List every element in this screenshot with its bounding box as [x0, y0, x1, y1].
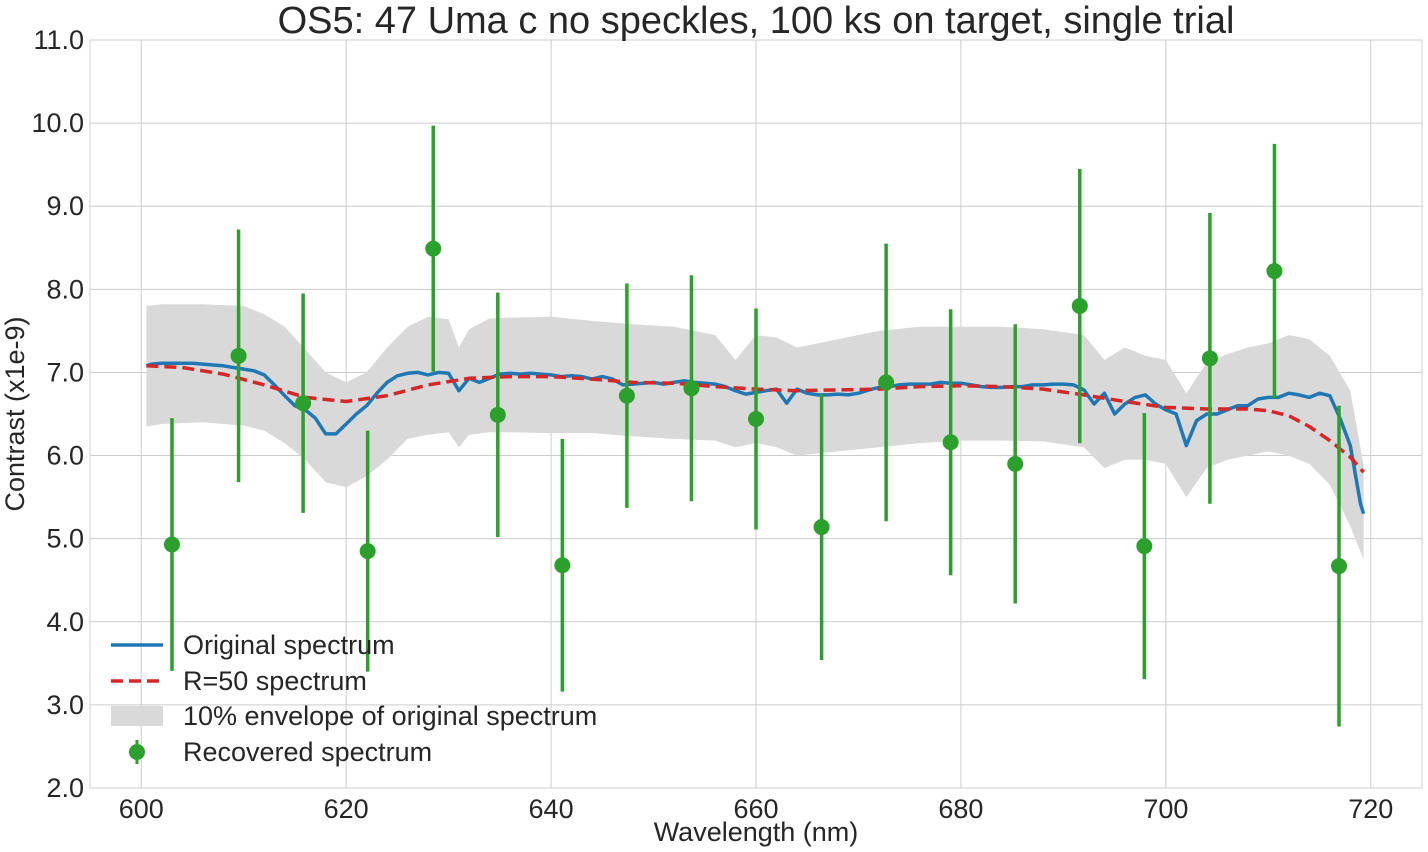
y-tick-labels: 2.0 3.0 4.0 5.0 6.0 7.0 8.0 9.0 10.0 11.0: [31, 25, 84, 803]
chart-title: OS5: 47 Uma c no speckles, 100 ks on tar…: [278, 0, 1235, 42]
y-tick-label: 6.0: [46, 441, 84, 471]
recovered-point: [618, 387, 635, 404]
recovered-point: [425, 240, 442, 257]
recovered-point: [813, 519, 830, 536]
y-axis-label: Contrast (x1e-9): [0, 316, 30, 511]
y-tick-label: 8.0: [46, 274, 84, 304]
recovered-points: [163, 125, 1348, 727]
plot-frame: [89, 39, 1423, 789]
y-tick-label: 10.0: [31, 108, 84, 138]
legend-label-envelope: 10% envelope of original spectrum: [183, 701, 597, 731]
recovered-point: [359, 543, 376, 560]
x-tick-labels: 600 620 640 660 680 700 720: [119, 794, 1394, 824]
x-tick-label: 640: [529, 794, 574, 824]
x-axis-label: Wavelength (nm): [654, 817, 859, 847]
r50-spectrum-line: [146, 364, 1365, 474]
recovered-point: [1007, 455, 1024, 472]
y-tick-label: 9.0: [46, 191, 84, 221]
y-tick-label: 3.0: [46, 690, 84, 720]
x-tick-label: 600: [119, 794, 164, 824]
recovered-point: [683, 380, 700, 397]
x-tick-label: 620: [324, 794, 369, 824]
y-tick-label: 7.0: [46, 357, 84, 387]
x-tick-label: 660: [733, 794, 778, 824]
recovered-point: [489, 406, 506, 423]
recovered-point: [163, 536, 180, 553]
legend-swatch-recovered: [129, 744, 145, 760]
recovered-point: [1136, 538, 1153, 555]
x-tick-label: 680: [938, 794, 983, 824]
recovered-point: [942, 434, 959, 451]
recovered-point: [295, 395, 312, 412]
legend-label-recovered: Recovered spectrum: [183, 737, 432, 767]
recovered-point: [748, 410, 764, 427]
recovered-point: [554, 557, 571, 574]
legend: Original spectrum R=50 spectrum 10% enve…: [111, 630, 597, 767]
y-tick-label: 2.0: [46, 773, 84, 803]
recovered-point: [1331, 558, 1348, 575]
y-tick-label: 5.0: [46, 524, 84, 554]
recovered-point: [1071, 297, 1088, 314]
recovered-point: [1201, 350, 1218, 367]
x-tick-label: 700: [1143, 794, 1188, 824]
recovered-point: [1266, 263, 1283, 280]
x-tick-label: 720: [1348, 794, 1393, 824]
recovered-point: [230, 347, 247, 364]
legend-label-r50: R=50 spectrum: [183, 666, 367, 696]
y-tick-label: 4.0: [46, 607, 84, 637]
y-tick-label: 11.0: [33, 25, 84, 55]
legend-label-original: Original spectrum: [183, 630, 395, 660]
recovered-point: [878, 374, 895, 391]
legend-swatch-envelope: [111, 706, 163, 726]
